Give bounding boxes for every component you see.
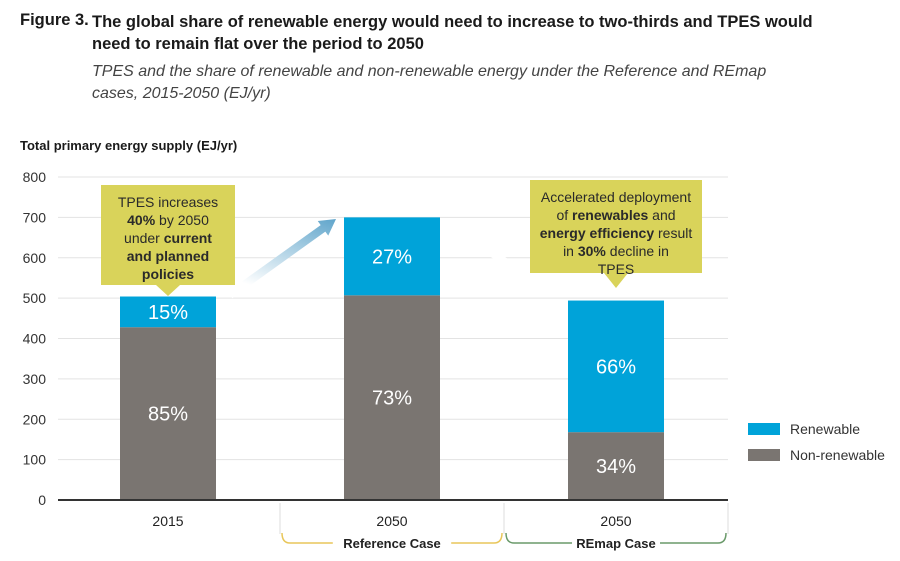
case-label: REmap Case <box>576 536 655 551</box>
non-renewable-share-label: 85% <box>148 404 188 426</box>
callout-remap-line: Accelerated deployment <box>541 189 691 205</box>
non-renewable-share-label: 34% <box>596 456 636 478</box>
y-tick-label: 800 <box>23 169 47 185</box>
callout-text-span: renewables <box>572 207 648 223</box>
legend-swatch-non-renewable <box>748 449 780 461</box>
callout-text-span: in <box>563 243 578 259</box>
callout-remap-line: of renewables and <box>556 207 675 223</box>
bar-renewable-3 <box>568 300 664 433</box>
renewable-share-label: 15% <box>148 302 188 324</box>
bar-renewable-2 <box>344 217 440 296</box>
callout-text-span: energy efficiency <box>540 225 655 241</box>
callout-text-span: decline in <box>606 243 669 259</box>
legend-swatch-renewable <box>748 423 780 435</box>
callout-remap-line: in 30% decline in <box>563 243 669 259</box>
y-tick-label: 700 <box>23 209 47 225</box>
callout-reference-line: 40% by 2050 <box>127 212 209 228</box>
bar-non-renewable-2 <box>344 295 440 500</box>
callout-text-span: of <box>556 207 572 223</box>
decrease-arrow-shape <box>452 224 557 297</box>
y-tick-label: 100 <box>23 452 47 468</box>
increase-arrow-shape <box>227 219 336 299</box>
callout-reference: TPES increases 40% by 2050 under current an… <box>101 185 235 296</box>
x-tick-label: 2015 <box>152 513 183 529</box>
callout-text-span: and planned <box>127 248 209 264</box>
y-tick-label: 0 <box>38 492 46 508</box>
legend-label-non-renewable: Non-renewable <box>790 447 885 463</box>
callout-remap-line: energy efficiency result <box>540 225 693 241</box>
callout-text-span: 30% <box>578 243 607 259</box>
y-axis-label: Total primary energy supply (EJ/yr) <box>20 138 237 153</box>
figure-label: Figure 3. <box>20 11 89 29</box>
callout-text-span: TPES <box>598 261 635 277</box>
callout-remap: Accelerated deployment of renewables and e… <box>530 180 702 288</box>
bar-non-renewable-1 <box>120 327 216 500</box>
callout-text-span: by 2050 <box>155 212 209 228</box>
callout-text-span: and <box>648 207 675 223</box>
callout-remap-line: TPES <box>598 261 635 277</box>
callout-reference-box <box>101 185 235 296</box>
callout-reference-line: under current <box>124 230 212 246</box>
callout-text-span: Accelerated deployment <box>541 189 691 205</box>
case-label: Reference Case <box>343 536 441 551</box>
callout-remap-box <box>530 180 702 288</box>
y-tick-label: 200 <box>23 411 47 427</box>
x-tick-label: 2050 <box>376 513 407 529</box>
legend-label-renewable: Renewable <box>790 421 860 437</box>
callout-text-span: current <box>164 230 213 246</box>
decrease-arrow <box>452 224 557 297</box>
callout-text-span: policies <box>142 266 194 282</box>
y-tick-label: 300 <box>23 371 47 387</box>
non-renewable-share-label: 73% <box>372 388 412 410</box>
y-tick-label: 600 <box>23 250 47 266</box>
callout-text-span: 40% <box>127 212 156 228</box>
callout-reference-line: policies <box>142 266 194 282</box>
y-tick-label: 500 <box>23 290 47 306</box>
bar-non-renewable-3 <box>568 432 664 500</box>
figure-title: The global share of renewable energy wou… <box>92 13 813 53</box>
renewable-share-label: 66% <box>596 356 636 378</box>
callout-text-span: TPES increases <box>118 194 218 210</box>
callout-text-span: result <box>654 225 692 241</box>
increase-arrow <box>227 219 336 299</box>
renewable-share-label: 27% <box>372 246 412 268</box>
bar-renewable-1 <box>120 296 216 328</box>
figure-subtitle: TPES and the share of renewable and non-… <box>92 63 767 102</box>
callout-reference-line: TPES increases <box>118 194 218 210</box>
case-label-bg <box>572 534 660 550</box>
callout-text-span: under <box>124 230 164 246</box>
x-tick-label: 2050 <box>600 513 631 529</box>
y-tick-label: 400 <box>23 331 47 347</box>
case-label-bg <box>332 534 452 550</box>
callout-reference-line: and planned <box>127 248 209 264</box>
